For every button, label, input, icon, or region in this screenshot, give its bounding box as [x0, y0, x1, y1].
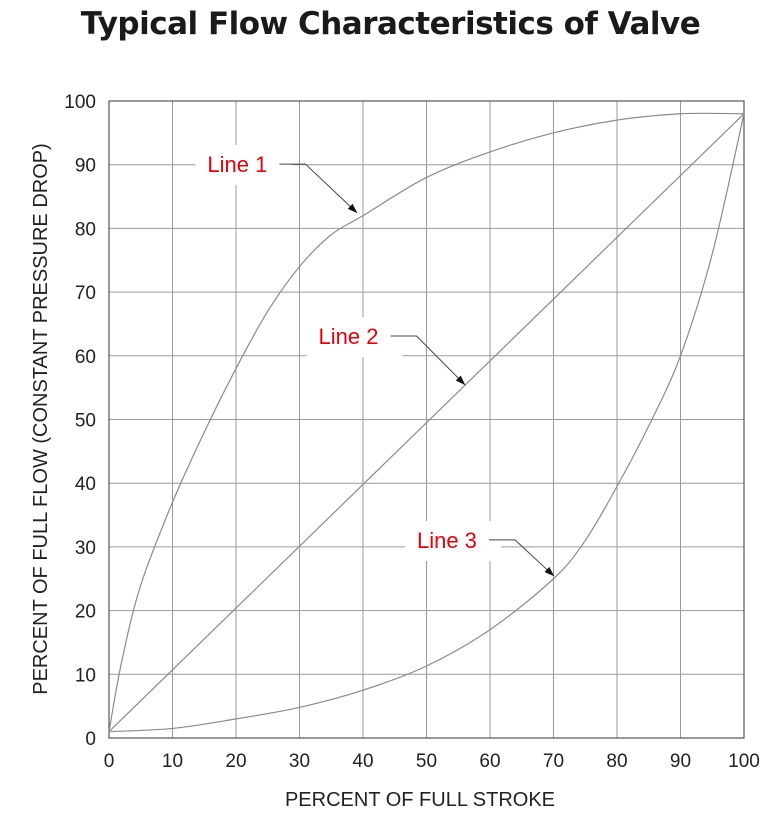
grid-layer: [108, 100, 745, 739]
y-tick-label: 30: [75, 538, 96, 559]
series-layer: [108, 112, 745, 733]
series-line-3: [108, 113, 745, 733]
plot-frame: [108, 100, 745, 739]
y-tick-label: 70: [75, 283, 96, 304]
y-tick-label: 40: [75, 474, 96, 495]
annotation-3: Line 3: [404, 520, 555, 577]
annotation-1: Line 1: [195, 145, 358, 214]
x-tick-label: 0: [104, 751, 115, 772]
y-axis-label: PERCENT OF FULL FLOW (CONSTANT PRESSURE …: [30, 143, 52, 695]
y-tick-label: 60: [75, 347, 96, 368]
chart-title: Typical Flow Characteristics of Valve: [80, 6, 701, 42]
x-tick-label: 90: [670, 751, 691, 772]
y-tick-label: 20: [75, 602, 96, 623]
x-tick-label: 20: [225, 751, 246, 772]
y-tick-label: 0: [85, 729, 96, 750]
x-axis-label: PERCENT OF FULL STROKE: [285, 789, 555, 811]
annotations-layer: Line 1 Line 2 Line 3: [195, 145, 555, 577]
series-line-2: [108, 113, 745, 733]
annotation-leader-arrow: [279, 163, 358, 214]
x-tick-label: 80: [606, 751, 627, 772]
series-line-1: [108, 112, 745, 732]
x-tick-label: 60: [479, 751, 500, 772]
annotation-background: [195, 145, 292, 186]
x-tick-label: 100: [728, 751, 760, 772]
y-tick-label: 80: [75, 219, 96, 240]
y-tick-label: 50: [75, 411, 96, 432]
x-tick-label: 10: [162, 751, 183, 772]
annotation-label: Line 2: [319, 324, 379, 349]
x-tick-label: 30: [289, 751, 310, 772]
x-tick-label: 40: [352, 751, 373, 772]
y-tick-label: 10: [75, 665, 96, 686]
annotation-leader-arrow: [488, 539, 555, 577]
x-tick-label: 70: [543, 751, 564, 772]
annotation-background: [404, 520, 501, 561]
annotation-background: [306, 317, 403, 358]
x-tick-label: 50: [416, 751, 437, 772]
y-tick-label: 100: [64, 92, 96, 113]
y-tick-label: 90: [75, 156, 96, 177]
annotation-label: Line 1: [207, 152, 267, 177]
tick-labels: 0 10 20 30 40 50 60 70 80 90 100 0 10 20 30 40 50 60 70 80 9…: [64, 92, 760, 772]
annotation-2: Line 2: [306, 317, 466, 386]
annotation-label: Line 3: [417, 528, 477, 553]
annotation-leader-arrow: [390, 335, 466, 386]
